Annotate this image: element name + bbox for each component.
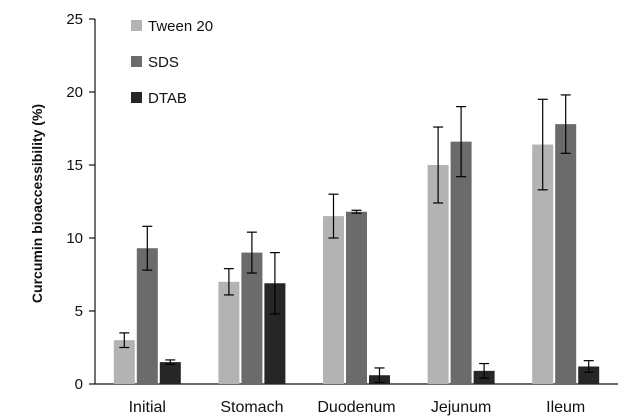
legend-label: SDS xyxy=(148,54,179,71)
x-tick-label: Initial xyxy=(129,399,166,416)
bars xyxy=(113,124,600,385)
error-bars xyxy=(119,94,594,384)
legend-swatch xyxy=(131,20,142,31)
bar xyxy=(136,248,158,384)
legend-label: Tween 20 xyxy=(148,18,213,35)
x-tick-label: Stomach xyxy=(220,399,283,416)
bar xyxy=(323,216,344,384)
bar xyxy=(532,144,554,384)
x-tick-label: Ileum xyxy=(546,399,585,416)
y-tick-label: 25 xyxy=(66,11,83,28)
bar xyxy=(555,124,577,385)
y-tick-label: 0 xyxy=(75,376,83,393)
bar xyxy=(218,281,240,384)
legend-label: DTAB xyxy=(148,90,187,107)
y-tick-label: 15 xyxy=(66,157,83,174)
bar xyxy=(427,165,449,384)
y-axis-title: Curcumin bioaccessibility (%) xyxy=(29,104,45,303)
y-tick-label: 20 xyxy=(66,84,83,101)
bar xyxy=(346,211,367,384)
bar xyxy=(159,362,181,384)
x-tick-label: Jejunum xyxy=(431,399,491,416)
x-tick-label: Duodenum xyxy=(317,399,395,416)
bar xyxy=(113,340,135,384)
y-axis-title-group: Curcumin bioaccessibility (%) xyxy=(29,104,45,303)
y-tick-label: 10 xyxy=(66,230,83,247)
y-tick-label: 5 xyxy=(75,303,83,320)
bar xyxy=(241,252,263,384)
bar xyxy=(264,283,286,384)
x-axis-labels: Initial Stomach Duodenum Jejunum Ileum xyxy=(129,399,586,416)
legend-swatch xyxy=(131,92,142,103)
legend-swatch xyxy=(131,56,142,67)
bar xyxy=(450,141,472,384)
bar xyxy=(578,366,600,384)
y-axis-ticks: 0 5 10 15 20 25 xyxy=(66,11,95,393)
legend: Tween 20 SDS DTAB xyxy=(131,18,213,107)
